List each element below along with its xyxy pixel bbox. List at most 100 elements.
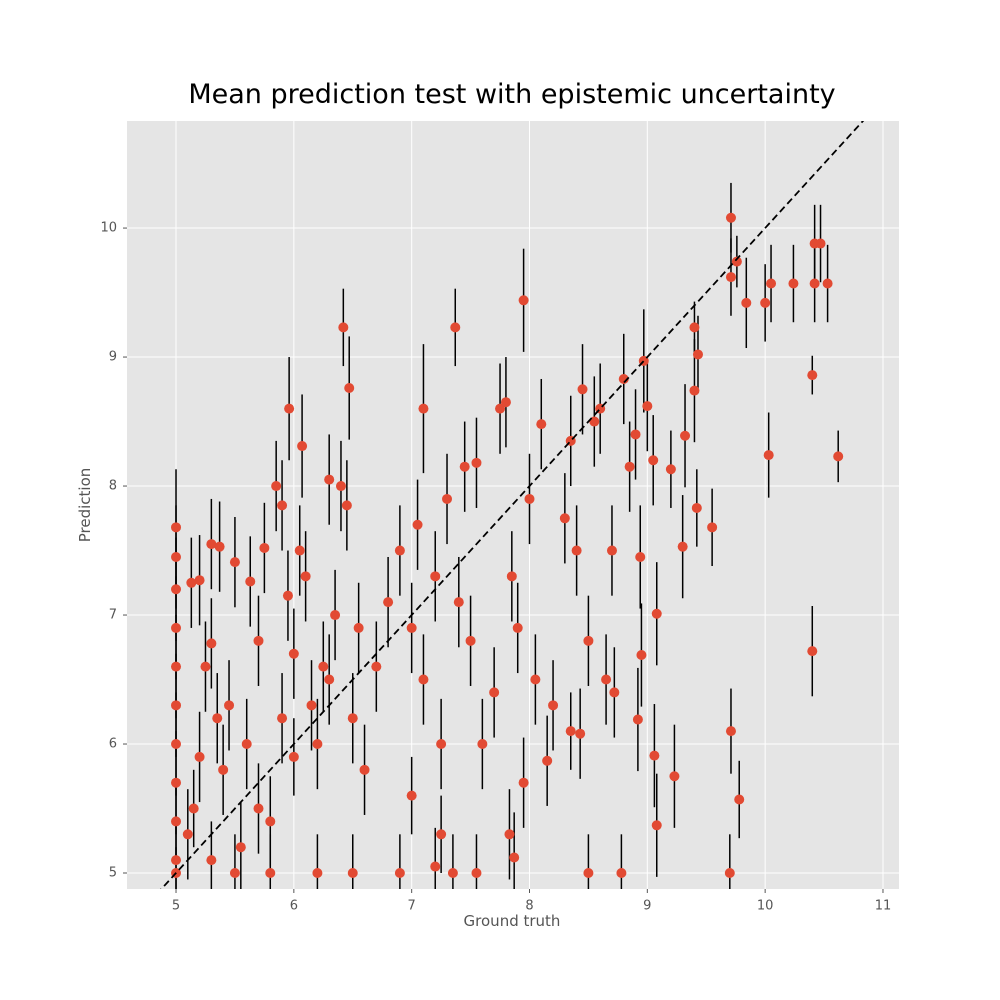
x-tick-label: 10 <box>757 899 774 914</box>
point <box>347 868 358 879</box>
point <box>635 551 646 562</box>
point <box>766 278 777 289</box>
x-axis-label: Ground truth <box>464 912 561 930</box>
point <box>171 522 182 533</box>
point <box>186 577 197 588</box>
point <box>171 622 182 633</box>
point <box>559 513 570 524</box>
x-tick-label: 7 <box>408 899 416 914</box>
point <box>807 370 818 381</box>
point <box>312 868 323 879</box>
point <box>725 272 736 283</box>
point <box>518 777 529 788</box>
point <box>430 571 441 582</box>
point <box>707 522 718 533</box>
point <box>691 502 702 513</box>
point <box>442 493 453 504</box>
point <box>359 764 370 775</box>
point <box>642 401 653 412</box>
point <box>229 557 240 568</box>
point <box>171 700 182 711</box>
point <box>506 571 517 582</box>
point <box>741 297 752 308</box>
point <box>669 771 680 782</box>
point <box>235 842 246 853</box>
point <box>504 829 515 840</box>
point <box>495 403 506 414</box>
point <box>171 855 182 866</box>
point <box>171 661 182 672</box>
point <box>347 713 358 724</box>
point <box>412 519 423 530</box>
point <box>692 349 703 360</box>
chart-title: Mean prediction test with epistemic unce… <box>188 79 835 110</box>
point <box>294 545 305 556</box>
point <box>418 674 429 685</box>
point <box>725 212 736 223</box>
point <box>206 855 217 866</box>
point <box>833 451 844 462</box>
point <box>277 713 288 724</box>
point <box>680 430 691 441</box>
point <box>394 545 405 556</box>
point <box>171 584 182 595</box>
point <box>188 803 199 814</box>
point <box>436 739 447 750</box>
point <box>583 868 594 879</box>
point <box>524 493 535 504</box>
point <box>300 571 311 582</box>
point <box>245 576 256 587</box>
point <box>665 464 676 475</box>
y-tick-label: 10 <box>100 221 117 236</box>
point <box>471 868 482 879</box>
point <box>406 622 417 633</box>
point <box>324 674 335 685</box>
point <box>509 852 520 863</box>
point <box>271 481 282 492</box>
point <box>229 868 240 879</box>
point <box>200 661 211 672</box>
point <box>418 403 429 414</box>
point <box>630 429 641 440</box>
point <box>807 646 818 657</box>
point <box>822 278 833 289</box>
point <box>548 700 559 711</box>
y-tick-label: 5 <box>109 866 117 881</box>
x-tick-label: 11 <box>875 899 892 914</box>
point <box>371 661 382 672</box>
point <box>689 385 700 396</box>
point <box>394 868 405 879</box>
point <box>171 777 182 788</box>
point <box>253 803 264 814</box>
point <box>194 751 205 762</box>
point <box>689 322 700 333</box>
point <box>282 590 293 601</box>
point <box>648 455 659 466</box>
point <box>218 764 229 775</box>
point <box>763 450 774 461</box>
point <box>583 635 594 646</box>
point <box>171 551 182 562</box>
point <box>632 714 643 725</box>
point <box>575 728 586 739</box>
point <box>565 726 576 737</box>
point <box>206 539 217 550</box>
y-tick-label: 7 <box>109 608 117 623</box>
point <box>265 868 276 879</box>
y-tick-label: 8 <box>109 479 117 494</box>
y-tick-label: 6 <box>109 737 117 752</box>
point <box>224 700 235 711</box>
point <box>500 397 511 408</box>
point <box>436 829 447 840</box>
point <box>430 861 441 872</box>
point <box>512 622 523 633</box>
point <box>306 700 317 711</box>
point <box>624 461 635 472</box>
point <box>171 739 182 750</box>
point <box>450 322 461 333</box>
point <box>277 500 288 511</box>
point <box>353 622 364 633</box>
point <box>731 256 742 267</box>
point <box>677 541 688 552</box>
